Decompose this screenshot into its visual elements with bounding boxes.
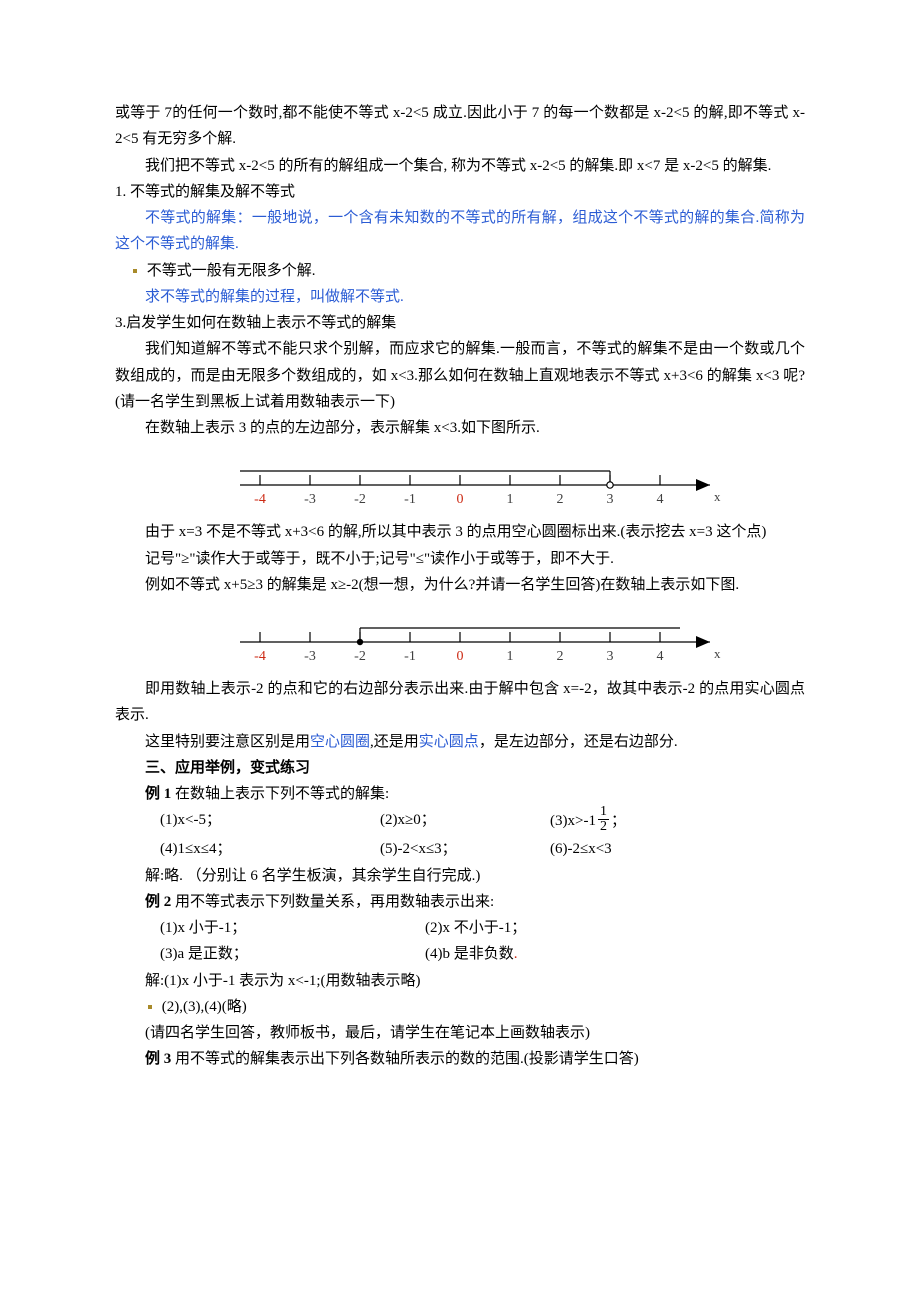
text: 用不等式的解集表示出下列各数轴所表示的数的范围.(投影请学生口答) <box>171 1051 639 1067</box>
svg-text:-3: -3 <box>304 492 316 507</box>
number-line-svg: -4 -3 -2 -1 0 1 2 3 4 x <box>180 608 740 670</box>
note-text: (请四名学生回答，教师板书，最后，请学生在笔记本上画数轴表示) <box>115 1020 805 1046</box>
solution-text: (2),(3),(4)(略) <box>115 994 805 1020</box>
example-row: (4)1≤x≤4； (5)-2<x≤3； (6)-2≤x<3 <box>115 836 805 862</box>
solution-text: 解:(1)x 小于-1 表示为 x<-1;(用数轴表示略) <box>115 968 805 994</box>
example-item: (5)-2<x≤3； <box>380 836 550 862</box>
svg-text:-2: -2 <box>354 492 366 507</box>
svg-text:-2: -2 <box>354 649 366 664</box>
text: ； <box>611 813 626 829</box>
section-heading: 1. 不等式的解集及解不等式 <box>115 179 805 205</box>
paragraph: 在数轴上表示 3 的点的左边部分，表示解集 x<3.如下图所示. <box>115 415 805 441</box>
term: 空心圆圈 <box>310 734 370 750</box>
example-item: (4)1≤x≤4； <box>160 836 380 862</box>
svg-text:4: 4 <box>657 492 664 507</box>
example-row: (1)x 小于-1； (2)x 不小于-1； <box>115 915 805 941</box>
svg-text:-4: -4 <box>254 492 266 507</box>
paragraph: 或等于 7的任何一个数时,都不能使不等式 x-2<5 成立.因此小于 7 的每一… <box>115 100 805 153</box>
text: (2),(3),(4)(略) <box>162 999 247 1015</box>
example-label: 例 2 <box>145 894 171 910</box>
section-heading: 三、应用举例，变式练习 <box>115 755 805 781</box>
paragraph: 这里特别要注意区别是用空心圆圈,还是用实心圆点，是左边部分，还是右边部分. <box>115 729 805 755</box>
bullet-marker <box>148 1005 152 1009</box>
term: 实心圆点 <box>419 734 479 750</box>
text: 这里特别要注意区别是用 <box>145 734 310 750</box>
svg-text:0: 0 <box>457 492 464 507</box>
svg-text:2: 2 <box>557 492 564 507</box>
svg-text:-3: -3 <box>304 649 316 664</box>
example-row: (3)a 是正数； (4)b 是非负数. <box>115 941 805 967</box>
svg-text:-1: -1 <box>404 649 416 664</box>
svg-text:x: x <box>714 646 721 661</box>
example-item: (3)x>-112； <box>550 807 626 836</box>
example-label: 例 3 <box>145 1051 171 1067</box>
section-heading: 3.启发学生如何在数轴上表示不等式的解集 <box>115 310 805 336</box>
fraction: 12 <box>598 805 609 834</box>
number-line-figure: -4 -3 -2 -1 0 1 2 3 4 x <box>115 608 805 670</box>
number-line-figure: -4 -3 -2 -1 0 1 2 3 4 x <box>115 451 805 513</box>
paragraph: 我们把不等式 x-2<5 的所有的解组成一个集合, 称为不等式 x-2<5 的解… <box>115 153 805 179</box>
paragraph: 即用数轴上表示-2 的点和它的右边部分表示出来.由于解中包含 x=-2，故其中表… <box>115 676 805 729</box>
svg-text:2: 2 <box>557 649 564 664</box>
svg-text:1: 1 <box>507 649 514 664</box>
paragraph: 例如不等式 x+5≥3 的解集是 x≥-2(想一想，为什么?并请一名学生回答)在… <box>115 572 805 598</box>
solution-text: 解:略. （分别让 6 名学生板演，其余学生自行完成.) <box>115 863 805 889</box>
example-heading: 例 1 在数轴上表示下列不等式的解集: <box>115 781 805 807</box>
definition-text: 不等式的解集：一般地说，一个含有未知数的不等式的所有解，组成这个不等式的解的集合… <box>115 205 805 258</box>
example-item: (1)x<-5； <box>160 807 380 836</box>
svg-text:4: 4 <box>657 649 664 664</box>
svg-text:1: 1 <box>507 492 514 507</box>
text: 在数轴上表示下列不等式的解集: <box>171 786 389 802</box>
text: ，是左边部分，还是右边部分. <box>479 734 678 750</box>
example-heading: 例 2 用不等式表示下列数量关系，再用数轴表示出来: <box>115 889 805 915</box>
svg-text:3: 3 <box>607 649 614 664</box>
text: 不等式一般有无限多个解. <box>147 263 316 279</box>
svg-text:-4: -4 <box>254 649 266 664</box>
svg-text:x: x <box>714 489 721 504</box>
example-item: (3)a 是正数； <box>160 941 425 967</box>
example-item: (2)x 不小于-1； <box>425 915 526 941</box>
text: (3)x>-1 <box>550 813 596 829</box>
svg-text:-1: -1 <box>404 492 416 507</box>
definition-text: 求不等式的解集的过程，叫做解不等式. <box>115 284 805 310</box>
example-row: (1)x<-5； (2)x≥0； (3)x>-112； <box>115 807 805 836</box>
svg-text:0: 0 <box>457 649 464 664</box>
bullet-marker <box>133 269 137 273</box>
number-line-svg: -4 -3 -2 -1 0 1 2 3 4 x <box>180 451 740 513</box>
example-item: (2)x≥0； <box>380 807 550 836</box>
example-item: (6)-2≤x<3 <box>550 836 612 862</box>
text: ,还是用 <box>370 734 419 750</box>
svg-text:3: 3 <box>607 492 614 507</box>
text: (4)b 是非负数 <box>425 946 514 962</box>
paragraph: 由于 x=3 不是不等式 x+3<6 的解,所以其中表示 3 的点用空心圆圈标出… <box>115 519 805 545</box>
example-item: (4)b 是非负数. <box>425 941 518 967</box>
text: . <box>514 946 518 962</box>
paragraph: 我们知道解不等式不能只求个别解，而应求它的解集.一般而言，不等式的解集不是由一个… <box>115 336 805 415</box>
example-heading: 例 3 用不等式的解集表示出下列各数轴所表示的数的范围.(投影请学生口答) <box>115 1046 805 1072</box>
example-item: (1)x 小于-1； <box>160 915 425 941</box>
text: 用不等式表示下列数量关系，再用数轴表示出来: <box>171 894 494 910</box>
example-label: 例 1 <box>145 786 171 802</box>
paragraph: 不等式一般有无限多个解. <box>115 258 805 284</box>
paragraph: 记号"≥"读作大于或等于，既不小于;记号"≤"读作小于或等于，即不大于. <box>115 546 805 572</box>
